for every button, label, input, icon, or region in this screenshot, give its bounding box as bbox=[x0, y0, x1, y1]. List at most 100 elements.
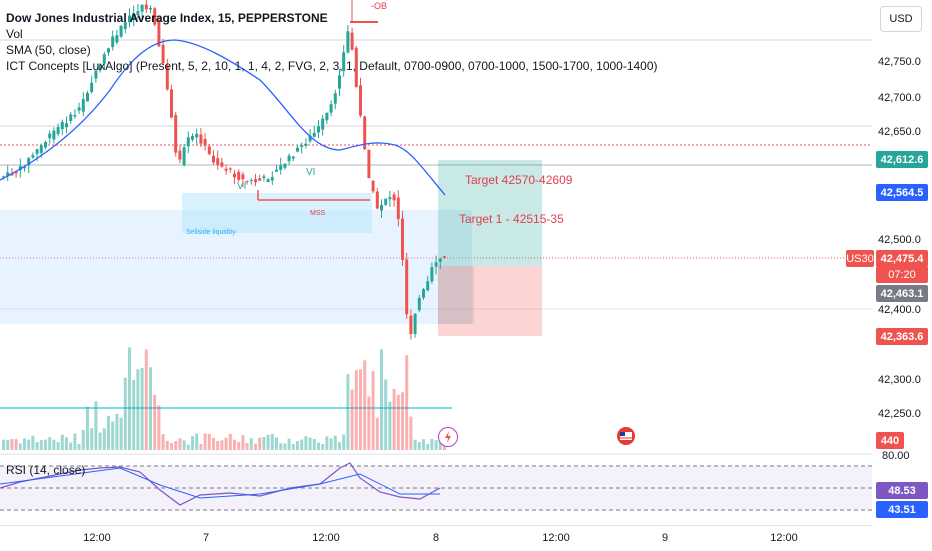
volume-bar bbox=[6, 440, 10, 450]
volume-badge: 440 bbox=[876, 432, 904, 449]
rsi-indicator-label[interactable]: RSI (14, close) bbox=[6, 463, 86, 477]
candle-body bbox=[426, 281, 430, 291]
candle-body bbox=[153, 8, 157, 25]
candle-body bbox=[182, 147, 186, 166]
candle-body bbox=[86, 92, 89, 102]
time-label: 12:00 bbox=[542, 532, 570, 544]
candle-body bbox=[308, 135, 312, 142]
candle-body bbox=[119, 25, 123, 37]
candle-body bbox=[48, 133, 52, 139]
rsi-ma-badge: 43.51 bbox=[876, 501, 928, 518]
candle-body bbox=[144, 4, 148, 10]
sellside-zone bbox=[182, 193, 372, 233]
candle-body bbox=[384, 198, 388, 205]
candle-body bbox=[94, 70, 98, 79]
volume-bar bbox=[199, 443, 203, 450]
volume-bar bbox=[60, 434, 64, 450]
volume-bar bbox=[136, 369, 140, 450]
ict-indicator-label[interactable]: ICT Concepts [LuxAlgo] (Present, 5, 2, 1… bbox=[6, 59, 658, 73]
mss-label: MSS bbox=[310, 210, 326, 217]
candle-body bbox=[224, 168, 228, 171]
sellside-label: Sellside liquidity bbox=[186, 229, 236, 236]
volume-bar bbox=[10, 439, 14, 450]
volume-bar bbox=[241, 435, 245, 450]
candle-body bbox=[233, 173, 236, 178]
volume-bar bbox=[338, 442, 341, 450]
volume-bar bbox=[2, 439, 5, 450]
time-label: 8 bbox=[432, 532, 440, 544]
volume-bar bbox=[388, 401, 392, 450]
candle-body bbox=[438, 258, 442, 262]
candle-body bbox=[132, 13, 136, 20]
candle-body bbox=[241, 174, 245, 180]
volume-bar bbox=[27, 439, 31, 450]
volume-bars bbox=[2, 347, 446, 450]
chart-canvas[interactable] bbox=[0, 0, 872, 525]
price-tick: 42,300.0 bbox=[878, 374, 921, 386]
price-tick: 42,400.0 bbox=[878, 304, 921, 316]
volume-bar bbox=[287, 438, 291, 450]
volume-bar bbox=[325, 436, 329, 450]
candle-body bbox=[27, 158, 31, 166]
candle-body bbox=[270, 177, 274, 181]
candle-body bbox=[422, 289, 425, 298]
candle-body bbox=[430, 267, 434, 282]
candle-body bbox=[388, 197, 392, 200]
candle-body bbox=[228, 168, 232, 170]
candle-body bbox=[333, 93, 337, 104]
candle-body bbox=[195, 133, 199, 138]
candle-body bbox=[258, 178, 262, 181]
candle-body bbox=[56, 127, 60, 135]
symbol-title[interactable]: Dow Jones Industrial Average Index, 15, … bbox=[6, 11, 328, 25]
candle-body bbox=[300, 145, 304, 148]
vol-indicator-label[interactable]: Vol bbox=[6, 27, 23, 41]
volume-bar bbox=[115, 413, 119, 450]
candle-body bbox=[203, 138, 207, 146]
candle-body bbox=[342, 52, 346, 72]
flash-event-icon[interactable] bbox=[438, 427, 458, 447]
volume-bar bbox=[405, 355, 409, 450]
volume-bar bbox=[119, 417, 123, 450]
rsi-value-badge: 48.53 bbox=[876, 482, 928, 499]
time-axis[interactable]: 12:00 7 12:00 8 12:00 9 12:00 bbox=[0, 525, 872, 551]
volume-bar bbox=[333, 435, 337, 450]
volume-bar bbox=[350, 389, 354, 450]
countdown-badge: 07:20 bbox=[876, 266, 928, 283]
candle-body bbox=[279, 165, 283, 170]
candle-body bbox=[165, 65, 169, 90]
volume-bar bbox=[380, 349, 383, 450]
candle-body bbox=[405, 259, 409, 315]
price-badge: 42,463.1 bbox=[876, 285, 928, 302]
volume-bar bbox=[304, 436, 308, 450]
stop-zone bbox=[438, 266, 542, 336]
us-flag-event-icon[interactable] bbox=[617, 427, 635, 445]
volume-bar bbox=[207, 433, 211, 450]
volume-bar bbox=[258, 437, 262, 450]
volume-bar bbox=[233, 439, 236, 450]
volume-bar bbox=[321, 444, 325, 450]
candle-body bbox=[2, 176, 5, 178]
candle-body bbox=[207, 146, 211, 155]
zone-overlap bbox=[438, 266, 474, 324]
candle-body bbox=[107, 48, 110, 53]
volume-bar bbox=[434, 440, 438, 450]
sma-indicator-label[interactable]: SMA (50, close) bbox=[6, 43, 91, 57]
volume-bar bbox=[44, 439, 47, 450]
volume-bar bbox=[417, 442, 421, 450]
volume-bar bbox=[182, 440, 186, 450]
volume-bar bbox=[132, 380, 136, 450]
candle-body bbox=[396, 197, 400, 219]
volume-bar bbox=[56, 442, 60, 450]
candle-body bbox=[212, 155, 215, 163]
candle-body bbox=[262, 176, 266, 179]
volume-bar bbox=[249, 438, 253, 450]
candle-body bbox=[392, 194, 396, 201]
volume-bar bbox=[123, 377, 127, 450]
price-axis[interactable]: 42,750.0 42,700.0 42,650.0 42,500.0 42,4… bbox=[872, 0, 932, 525]
volume-bar bbox=[140, 367, 144, 450]
volume-bar bbox=[23, 438, 26, 450]
volume-bar bbox=[275, 437, 278, 450]
volume-bar bbox=[409, 416, 413, 450]
volume-bar bbox=[153, 394, 157, 450]
currency-button[interactable]: USD bbox=[880, 6, 922, 32]
